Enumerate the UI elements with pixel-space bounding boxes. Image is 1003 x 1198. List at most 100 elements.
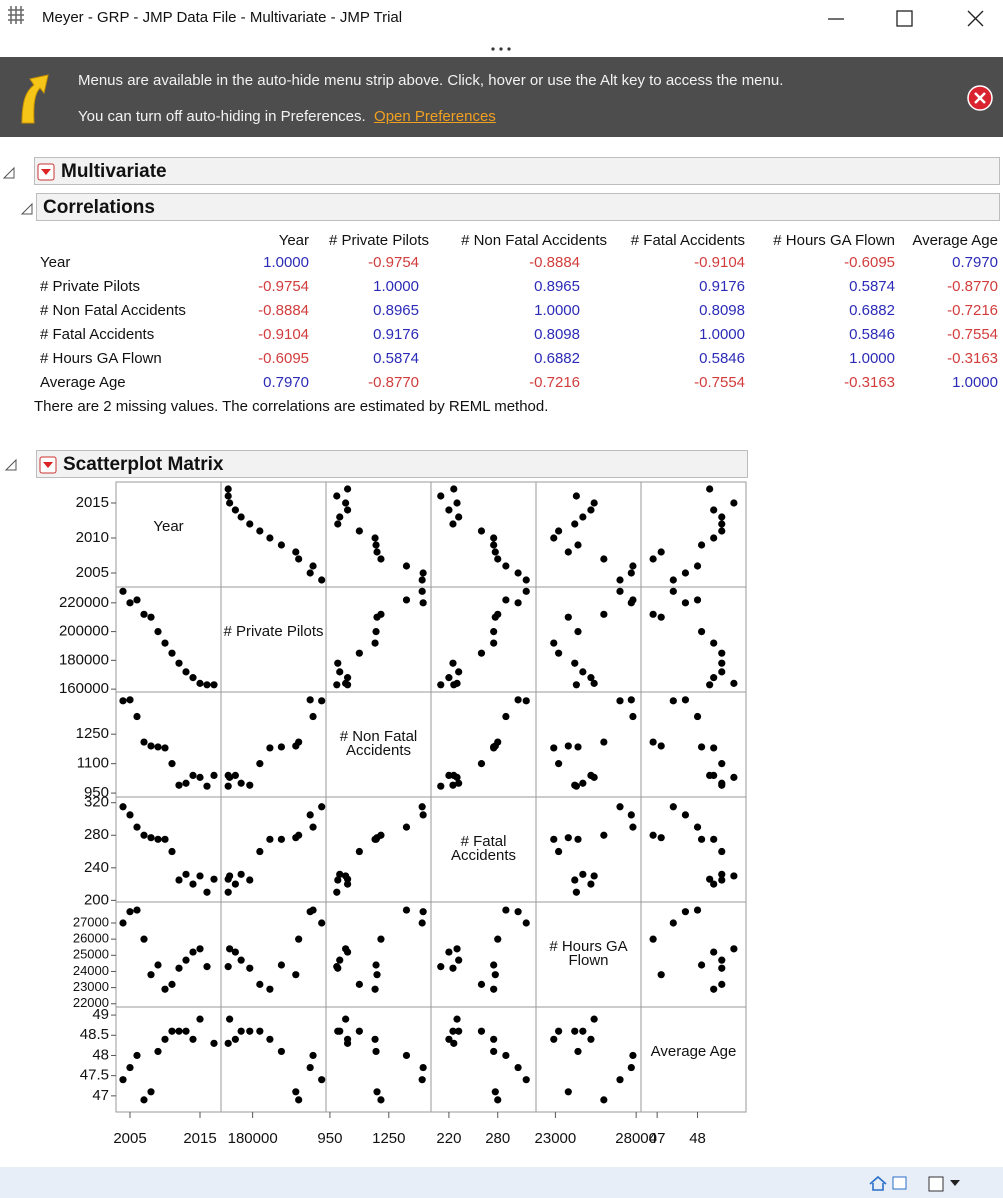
scatter-point <box>718 779 726 787</box>
scatter-point <box>572 681 580 689</box>
matrix-cell <box>430 1006 537 1113</box>
scatter-point <box>133 823 141 831</box>
scatter-point <box>490 1035 498 1043</box>
y-tick-label: 27000 <box>73 914 109 929</box>
scatter-point <box>355 527 363 535</box>
scatter-point <box>730 679 738 687</box>
scatter-point <box>718 847 726 856</box>
correlation-value: 0.5846 <box>849 326 895 343</box>
column-header: # Hours GA Flown <box>773 232 895 249</box>
row-label: # Private Pilots <box>40 278 141 295</box>
scatterplot-matrix-header[interactable]: Scatterplot Matrix <box>36 450 748 478</box>
multivariate-header[interactable]: Multivariate <box>34 157 1000 185</box>
open-preferences-link[interactable]: Open Preferences <box>374 108 496 125</box>
scatter-point <box>306 811 314 819</box>
matrix-cell <box>220 586 327 693</box>
banner-arrow-icon <box>21 74 49 124</box>
scatter-point <box>579 779 587 787</box>
scatter-point <box>681 569 690 577</box>
banner: Menus are available in the auto-hide men… <box>0 57 1003 137</box>
scatter-point <box>449 964 457 972</box>
scatter-point <box>587 506 595 514</box>
status-icons[interactable] <box>869 1175 960 1192</box>
scatter-point <box>266 534 274 542</box>
scatter-point <box>372 1047 380 1056</box>
scatter-point <box>550 744 558 752</box>
scatter-point <box>256 980 264 988</box>
scatter-point <box>657 742 665 750</box>
correlation-value: 1.0000 <box>263 254 309 271</box>
matrix-cell <box>115 1006 222 1113</box>
scatter-point <box>203 888 211 896</box>
scatter-point <box>168 980 176 988</box>
y-tick-label: 280 <box>84 826 109 843</box>
banner-close[interactable] <box>966 84 996 114</box>
scatter-point <box>342 499 350 507</box>
y-tick-label: 22000 <box>73 995 109 1010</box>
scatter-point <box>669 919 677 927</box>
scatter-point <box>490 541 498 549</box>
scatter-point <box>231 880 239 888</box>
scatter-point <box>418 587 426 595</box>
scatter-point <box>418 1076 426 1084</box>
scatter-point <box>449 781 457 789</box>
scatter-point <box>550 534 558 542</box>
scatter-point <box>681 908 690 916</box>
scatter-point <box>616 803 624 811</box>
matrix-cell <box>535 481 642 588</box>
scatter-point <box>373 548 381 556</box>
correlations-header[interactable]: Correlations <box>36 193 1000 221</box>
correlation-value: 1.0000 <box>373 278 419 295</box>
scatter-point <box>502 596 510 604</box>
scatter-point <box>494 1096 502 1104</box>
close-button[interactable] <box>967 10 984 27</box>
scatter-point <box>196 872 204 880</box>
scatter-point <box>334 520 342 528</box>
correlation-value: 1.0000 <box>699 326 745 343</box>
scatter-point <box>574 627 582 636</box>
scatter-point <box>453 499 461 507</box>
scatter-point <box>196 679 204 687</box>
row-label: # Fatal Accidents <box>40 326 155 343</box>
scatter-point <box>697 835 706 843</box>
scatter-point <box>574 541 582 549</box>
y-tick-label: 24000 <box>73 963 109 978</box>
scatter-point <box>522 576 530 584</box>
scatter-point <box>246 964 254 972</box>
matrix-cell <box>535 1006 642 1113</box>
scatter-point <box>231 948 239 956</box>
scatter-point <box>210 681 218 689</box>
scatter-point <box>445 948 453 956</box>
correlation-value: -0.9104 <box>258 326 309 343</box>
scatter-point <box>437 681 445 689</box>
scatter-point <box>306 1063 314 1072</box>
correlation-value: 0.6882 <box>534 350 580 367</box>
maximize-button[interactable] <box>896 10 913 27</box>
scatter-point <box>706 485 714 493</box>
scatter-point <box>266 744 274 752</box>
scatter-point <box>133 906 141 914</box>
scatter-point <box>706 771 714 780</box>
scatter-point <box>373 613 381 621</box>
scatter-point <box>730 773 738 781</box>
app-icon <box>8 6 24 24</box>
scatter-point <box>718 668 726 676</box>
scatter-point <box>161 1035 169 1043</box>
scatter-point <box>490 985 498 993</box>
scatter-point <box>226 499 234 507</box>
scatter-point <box>119 697 127 705</box>
scatter-point <box>237 1027 245 1035</box>
scatter-point <box>490 744 498 752</box>
matrix-cell <box>430 691 537 798</box>
diagonal-label: Year <box>153 518 184 535</box>
column-header: # Non Fatal Accidents <box>461 232 607 249</box>
scatter-point <box>590 679 598 687</box>
scatter-point <box>710 985 718 993</box>
matrix-cell <box>535 691 642 798</box>
outline-controls[interactable] <box>0 150 60 490</box>
scatter-point <box>494 555 502 563</box>
menu-strip-dots[interactable] <box>491 47 511 51</box>
scatter-point <box>196 773 204 781</box>
matrix-cell <box>115 691 222 798</box>
correlation-value: -0.8884 <box>529 254 580 271</box>
